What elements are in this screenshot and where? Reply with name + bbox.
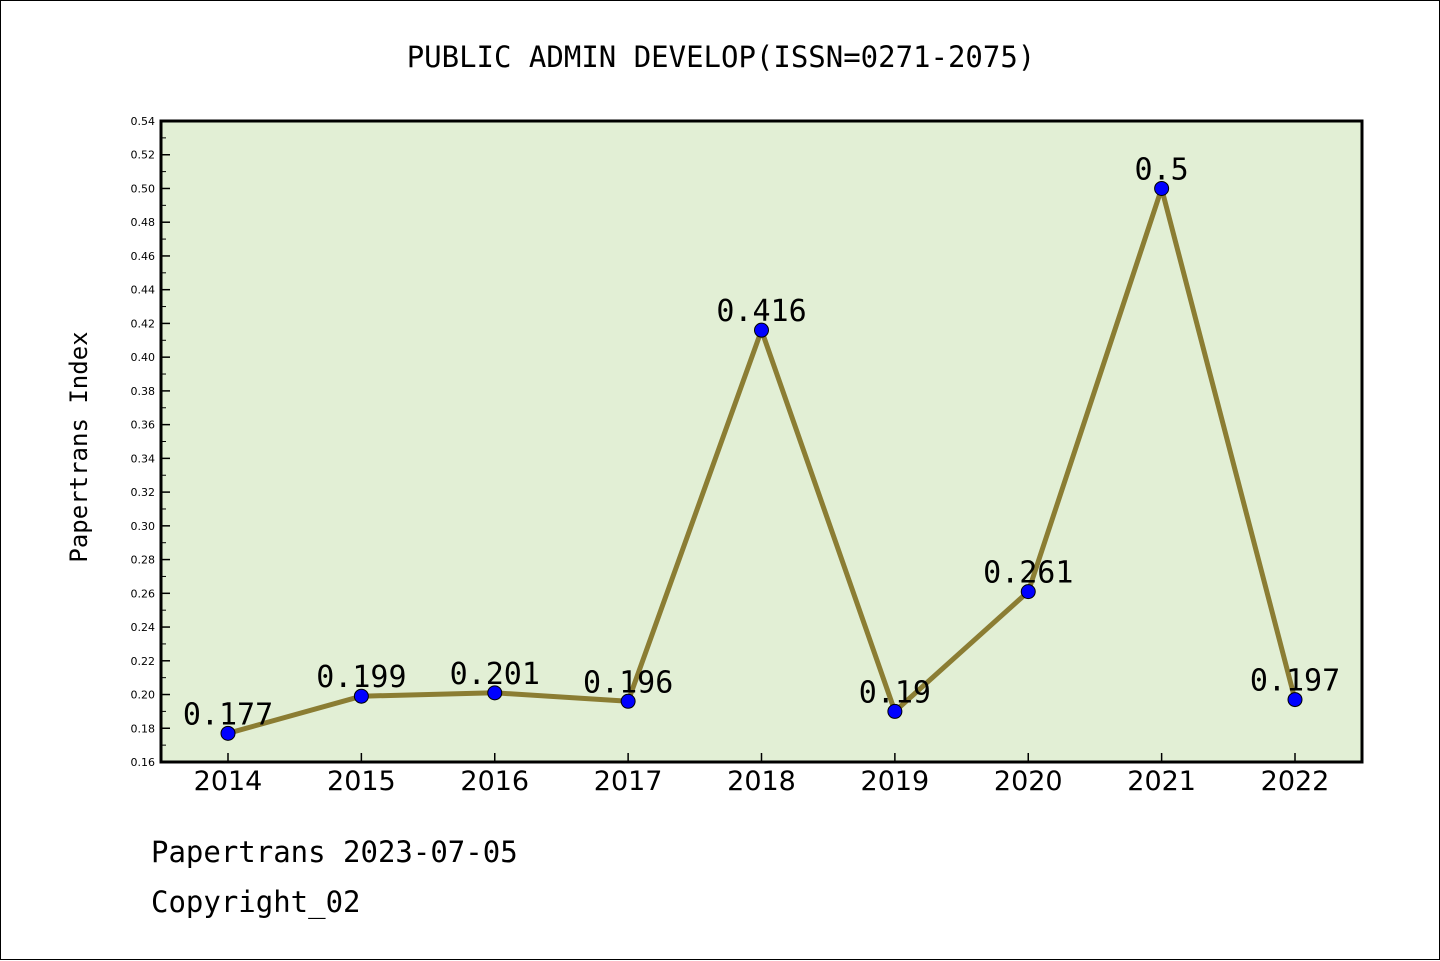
y-tick-label: 0.22 — [131, 655, 156, 668]
x-tick-label: 2015 — [327, 766, 396, 797]
data-label: 0.197 — [1250, 664, 1340, 699]
y-tick-label: 0.24 — [131, 621, 156, 634]
y-tick-label: 0.48 — [131, 216, 156, 229]
x-axis: 2014 2015 2016 2017 2018 2019 2020 2021 2022 — [194, 753, 1330, 797]
y-tick-label: 0.34 — [131, 452, 156, 465]
x-tick-label: 2022 — [1261, 766, 1330, 797]
y-tick-label: 0.38 — [131, 385, 156, 398]
x-tick-label: 2014 — [194, 766, 263, 797]
x-tick-label: 2017 — [594, 766, 663, 797]
y-tick-label: 0.16 — [131, 756, 156, 769]
data-label: 0.19 — [859, 675, 931, 710]
data-label: 0.5 — [1135, 152, 1189, 187]
x-tick-label: 2016 — [460, 766, 529, 797]
x-tick-label: 2019 — [861, 766, 930, 797]
footer-copyright: Copyright_02 — [151, 885, 361, 919]
y-tick-label: 0.30 — [131, 520, 156, 533]
data-point — [887, 703, 903, 719]
y-axis-label: Papertrans Index — [65, 331, 93, 562]
x-tick-label: 2021 — [1127, 766, 1196, 797]
y-tick-label: 0.40 — [131, 351, 156, 364]
y-axis: 0.16 0.18 0.20 0.22 0.24 0.26 0.28 0.30 0.32 0.34… — [131, 115, 170, 769]
data-label: 0.177 — [183, 697, 273, 732]
y-tick-label: 0.46 — [131, 250, 156, 263]
y-tick-label: 0.32 — [131, 486, 156, 499]
data-label: 0.199 — [316, 660, 406, 695]
data-point — [353, 688, 369, 704]
data-point — [1154, 180, 1170, 196]
x-tick-label: 2020 — [994, 766, 1063, 797]
data-label: 0.196 — [583, 665, 673, 700]
data-points — [220, 180, 1303, 741]
data-label: 0.416 — [716, 294, 806, 329]
y-tick-label: 0.54 — [131, 115, 156, 128]
data-labels: 0.177 0.199 0.201 0.196 0.416 0.19 0.261 0.5 0.1… — [183, 152, 1340, 732]
data-point — [1020, 584, 1036, 600]
x-tick-label: 2018 — [727, 766, 796, 797]
plot-area — [161, 121, 1362, 762]
plot-border — [159, 119, 1364, 764]
data-point — [754, 322, 769, 338]
y-tick-label: 0.42 — [131, 317, 156, 330]
data-point — [620, 693, 636, 709]
chart-title: PUBLIC ADMIN DEVELOP(ISSN=0271-2075) — [407, 40, 1036, 74]
y-tick-label: 0.20 — [131, 689, 156, 702]
y-tick-label: 0.28 — [131, 554, 156, 567]
data-label: 0.261 — [983, 556, 1073, 591]
data-point — [487, 685, 503, 701]
data-point — [220, 725, 236, 741]
y-tick-label: 0.36 — [131, 419, 156, 432]
y-tick-label: 0.18 — [131, 722, 156, 735]
y-tick-label: 0.44 — [131, 284, 156, 297]
footer-date: Papertrans 2023-07-05 — [151, 835, 518, 869]
y-tick-label: 0.50 — [131, 182, 156, 195]
y-tick-label: 0.52 — [131, 149, 156, 162]
data-point — [1287, 692, 1303, 708]
data-label: 0.201 — [450, 657, 540, 692]
y-tick-label: 0.26 — [131, 587, 156, 600]
